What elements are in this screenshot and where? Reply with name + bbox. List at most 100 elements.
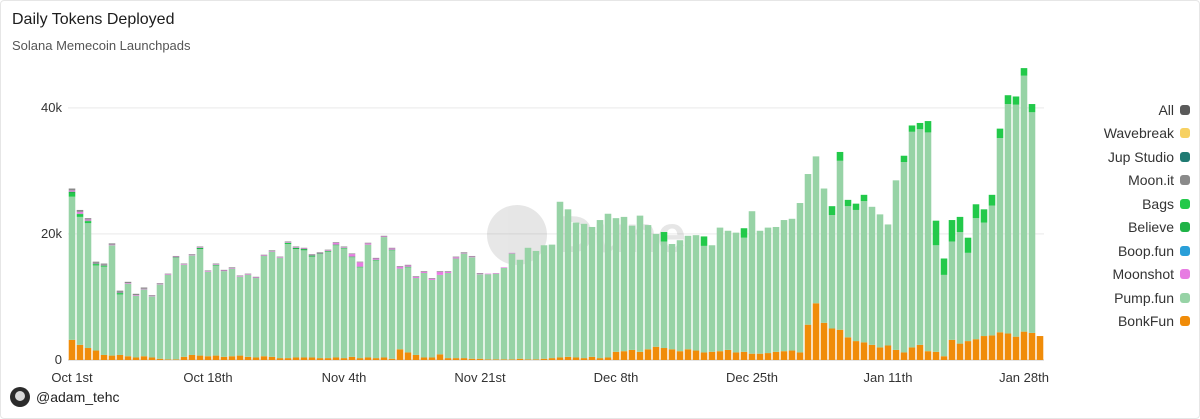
bar-segment-believe [172,257,180,258]
bar-segment-bonkfun [796,352,804,360]
bar-segment-moon-it [476,273,484,274]
bar-segment-pump-fun [284,244,292,359]
bar-segment-pump-fun [532,250,540,360]
bar-segment-bonkfun [772,351,780,360]
bar-segment-bonkfun [532,359,540,360]
bar-segment-bonkfun [92,350,100,360]
legend-item-moon-it[interactable]: Moon.it [1128,171,1190,191]
bar-segment-pump-fun [508,253,516,360]
bar-segment-moon-it [244,273,252,275]
bar-segment-pump-fun [676,240,684,352]
bar-segment-bags [660,232,668,242]
bar-segment-pump-fun [804,174,812,325]
bar-segment-moonshot [340,247,348,248]
author-handle[interactable]: @adam_tehc [36,389,120,405]
bar-segment-bonkfun [1028,332,1036,360]
bar-segment-moonshot [100,264,108,266]
bar-segment-pump-fun [244,274,252,357]
bar-segment-moonshot [92,262,100,264]
bar-segment-bonkfun [180,356,188,360]
bar-segment-pump-fun [500,267,508,360]
bar-segment-believe [76,213,84,215]
bar-segment-bonkfun [636,351,644,360]
bar-segment-bonkfun [68,339,76,360]
bar-segment-bonkfun [1036,336,1044,360]
legend-item-moonshot[interactable]: Moonshot [1113,265,1190,285]
bar-segment-bonkfun [404,352,412,360]
bar-segment-moon-it [92,261,100,263]
legend-item-believe[interactable]: Believe [1128,218,1190,238]
bar-segment-bonkfun [668,349,676,360]
bar-segment-moonshot [316,252,324,254]
bar-segment-pump-fun [972,218,980,340]
bar-segment-bonkfun [140,356,148,360]
legend-swatch [1180,245,1190,256]
bar-segment-pump-fun [452,258,460,359]
bar-segment-moon-it [124,281,132,284]
bar-segment-moon-it [236,275,244,277]
bar-segment-bonkfun [196,355,204,360]
legend-item-all[interactable]: All [1158,100,1190,120]
bar-segment-bags [916,122,924,130]
bar-segment-bonkfun [588,356,596,360]
x-tick-label: Jan 28th [999,370,1049,385]
bar-segment-pump-fun [156,284,164,359]
bar-segment-bonkfun [804,324,812,360]
bar-segment-bonkfun [572,357,580,360]
bar-segment-moonshot [276,257,284,258]
bar-segment-moonshot [412,276,420,279]
bar-segment-bonkfun [516,358,524,360]
bar-segment-pump-fun [764,227,772,354]
bar-segment-bonkfun [396,349,404,360]
bar-segment-pump-fun [844,206,852,338]
bar-segment-moonshot [388,248,396,250]
bar-segment-bonkfun [916,344,924,360]
bar-segment-believe [92,263,100,265]
bar-segment-pump-fun [716,227,724,352]
bar-segment-pump-fun [620,216,628,352]
bar-segment-bonkfun [988,335,996,360]
legend-swatch [1180,128,1190,139]
bar-segment-bonkfun [788,350,796,360]
legend-label: All [1158,101,1174,118]
bar-segment-bonkfun [332,357,340,360]
bar-segment-bonkfun [316,358,324,360]
y-tick-label: 20k [41,226,62,241]
chart-legend: All Wavebreak Jup Studio Moon.it Bags Believe… [1104,100,1190,331]
bar-segment-bonkfun [292,357,300,360]
bar-segment-pump-fun [828,215,836,329]
legend-item-bonkfun[interactable]: BonkFun [1118,312,1190,332]
bar-segment-moon-it [428,278,436,279]
bar-segment-believe [324,250,332,252]
bar-segment-bonkfun [1012,336,1020,360]
legend-item-bags[interactable]: Bags [1142,194,1190,214]
bar-segment-bonkfun [124,356,132,360]
legend-item-pump-fun[interactable]: Pump.fun [1114,288,1190,308]
bar-segment-pump-fun [340,248,348,359]
bar-segment-bonkfun [132,357,140,360]
bar-segment-moon-it [332,242,340,243]
bar-segment-bonkfun [76,344,84,360]
bar-segment-bonkfun [220,356,228,360]
bar-segment-moonshot [252,277,260,279]
user-avatar-icon [10,387,30,407]
bar-segment-bonkfun [852,341,860,360]
bar-segment-pump-fun [636,215,644,352]
bar-segment-pump-fun [964,252,972,342]
legend-item-boop-fun[interactable]: Boop.fun [1118,241,1190,261]
bar-segment-bonkfun [836,329,844,360]
legend-item-wavebreak[interactable]: Wavebreak [1104,124,1190,144]
x-tick-label: Dec 8th [594,370,639,385]
bar-segment-pump-fun [572,222,580,358]
bar-segment-pump-fun [732,232,740,353]
bar-segment-bonkfun [364,357,372,360]
bar-segment-pump-fun [684,235,692,350]
bar-segment-pump-fun [660,241,668,349]
bar-segment-pump-fun [580,223,588,359]
bar-segment-bonkfun [468,358,476,360]
bar-segment-bonkfun [268,356,276,360]
legend-item-jup-studio[interactable]: Jup Studio [1108,147,1190,167]
bar-segment-bonkfun [868,344,876,360]
bar-segment-pump-fun [68,196,76,340]
bar-segment-bonkfun [436,354,444,360]
